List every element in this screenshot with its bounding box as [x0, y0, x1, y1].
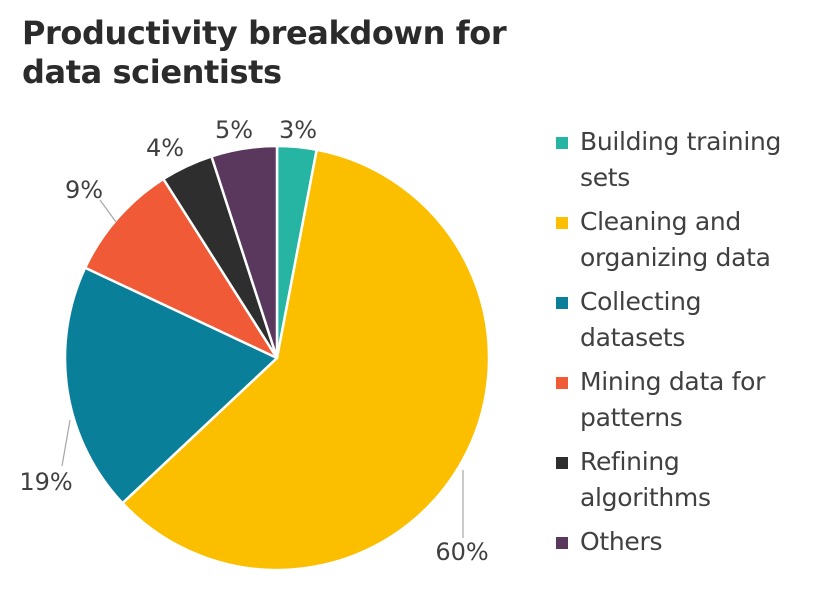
legend-label-line2: organizing data: [580, 243, 771, 272]
pie-slice-collecting-datasets: [63, 266, 279, 505]
legend-label-line2: algorithms: [580, 483, 711, 512]
data-label: 3%: [279, 116, 317, 144]
legend-label-line2: datasets: [580, 323, 686, 352]
pie-slices: [63, 144, 491, 572]
legend-label-line2: patterns: [580, 403, 683, 432]
legend-item-mining-data-for-patterns: Mining data for patterns: [556, 364, 811, 444]
data-label: 4%: [146, 134, 184, 162]
legend-swatch: [556, 537, 568, 549]
data-label: 5%: [215, 116, 253, 144]
legend-item-others: Others: [556, 524, 811, 604]
pie-slice-mining-data-for-patterns: [83, 177, 279, 360]
pie-chart: 3% 60% 19% 9% 4% 5%: [19, 116, 491, 572]
legend-item-cleaning-and-organizing-data: Cleaning and organizing data: [556, 204, 811, 284]
legend: Building training sets Cleaning and orga…: [556, 124, 811, 604]
legend-label-line1: Building training: [580, 127, 782, 156]
data-label: 60%: [435, 538, 488, 566]
leader-line: [99, 199, 117, 223]
legend-swatch: [556, 137, 568, 149]
chart-title: Productivity breakdown for data scientis…: [22, 14, 507, 91]
leader-line: [61, 419, 71, 467]
legend-swatch: [556, 297, 568, 309]
legend-label-line1: Collecting: [580, 287, 702, 316]
leader-lines: [61, 199, 464, 538]
pie-slice-others: [210, 144, 279, 360]
legend-swatch: [556, 217, 568, 229]
data-label: 9%: [65, 176, 103, 204]
legend-swatch: [556, 457, 568, 469]
legend-item-refining-algorithms: Refining algorithms: [556, 444, 811, 524]
slice-labels: 3% 60% 19% 9% 4% 5%: [19, 116, 488, 566]
legend-label-line1: Refining: [580, 447, 680, 476]
legend-label-line1: Mining data for: [580, 367, 766, 396]
legend-label-line1: Others: [580, 527, 663, 556]
legend-label-line1: Cleaning and: [580, 207, 741, 236]
data-label: 19%: [19, 468, 72, 496]
pie-slice-cleaning-and-organizing-data: [121, 148, 491, 572]
legend-item-building-training-sets: Building training sets: [556, 124, 811, 204]
legend-label-line2: sets: [580, 163, 631, 192]
legend-item-collecting-datasets: Collecting datasets: [556, 284, 811, 364]
legend-swatch: [556, 377, 568, 389]
